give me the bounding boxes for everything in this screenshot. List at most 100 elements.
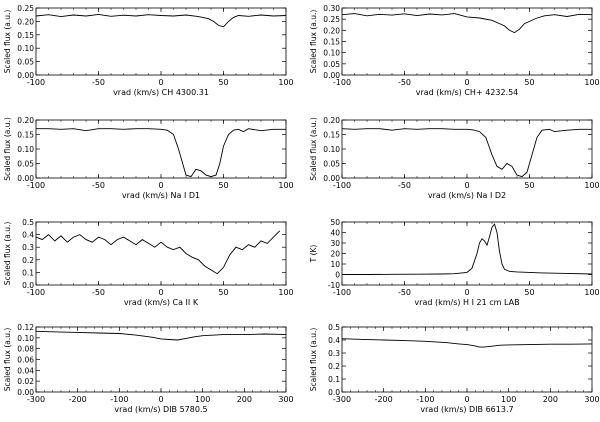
x-tick-label: 0 (464, 181, 469, 190)
x-tick-label: 100 (278, 181, 293, 190)
y-tick-label: 0.30 (323, 4, 340, 13)
y-tick-label: 0.05 (323, 160, 340, 169)
y-tick-label: 0.10 (323, 145, 340, 154)
x-tick-label: 300 (278, 395, 293, 404)
plot-frame (341, 326, 593, 393)
spectrum-line (341, 128, 592, 178)
y-axis-label: Scaled flux (a.u.) (3, 328, 12, 392)
y-tick-label: 0.3 (22, 243, 34, 252)
y-tick-label: 0.00 (17, 71, 34, 80)
y-tick-label: 0.00 (17, 174, 34, 183)
x-tick-label: 0 (464, 395, 469, 404)
y-tick-label: 10 (330, 260, 340, 269)
y-tick-label: 0.10 (323, 49, 340, 58)
x-axis-label: vrad (km/s) DIB 6613.7 (420, 405, 513, 414)
y-tick-label: 0.04 (17, 366, 34, 375)
x-tick-label: 0 (464, 288, 469, 297)
x-tick-label: 0 (158, 78, 163, 87)
panel-7: -300 -200 -100 0 100 200 300 0.00 0.02 0.040.06 0.… (3, 323, 294, 414)
x-tick-label: -200 (375, 395, 393, 404)
x-tick-label: -50 (92, 181, 105, 190)
y-tick-label: 0.4 (328, 336, 340, 345)
spectrum-line (342, 223, 593, 275)
x-tick-label: 200 (543, 395, 558, 404)
y-tick-label: 0.08 (17, 345, 34, 354)
y-tick-label: 0.20 (17, 116, 34, 125)
spectrum-line (35, 230, 281, 275)
x-tick-label: -100 (333, 288, 351, 297)
spectrum-line (341, 13, 593, 34)
y-tick-label: 0.5 (328, 323, 340, 332)
x-tick-label: -50 (398, 288, 411, 297)
y-tick-label: 0.25 (17, 4, 34, 13)
y-tick-label: -10 (328, 281, 340, 290)
y-tick-label: 0.10 (17, 145, 34, 154)
y-axis-label: Scaled flux (a.u.) (3, 222, 12, 286)
x-tick-label: -100 (27, 181, 45, 190)
x-tick-label: 0 (464, 78, 469, 87)
y-tick-label: 0.25 (323, 15, 340, 24)
x-tick-label: 0 (158, 288, 163, 297)
x-tick-label: 50 (218, 78, 228, 87)
y-tick-label: 0.15 (323, 131, 340, 140)
x-tick-label: -100 (27, 288, 45, 297)
y-tick-label: 0.05 (17, 160, 34, 169)
y-axis-label: Scaled flux (a.u.) (3, 117, 12, 181)
x-tick-label: 100 (278, 288, 293, 297)
y-tick-label: 0.00 (17, 388, 34, 397)
x-tick-label: 0 (158, 395, 163, 404)
y-tick-label: 50 (330, 218, 340, 227)
x-axis-label: vrad (km/s) DIB 5780.5 (114, 405, 207, 414)
y-tick-label: 0.2 (328, 362, 340, 371)
y-tick-label: 0.1 (22, 268, 34, 277)
plot-frame (341, 7, 593, 76)
x-tick-label: -50 (92, 288, 105, 297)
y-tick-label: 0.15 (17, 131, 34, 140)
x-tick-label: 50 (218, 181, 228, 190)
y-tick-label: 0.02 (17, 377, 34, 386)
y-tick-label: 40 (330, 229, 340, 238)
y-tick-label: 0.3 (328, 349, 340, 358)
x-tick-label: 100 (195, 395, 210, 404)
x-tick-label: 50 (218, 288, 228, 297)
panel-8: -300 -200 -100 0 100 200 300 0.0 0.1 0.2 0.3 0.4 0.5… (309, 323, 600, 414)
x-axis-label: vrad (km/s) Na I D1 (122, 191, 200, 200)
plot-frame (35, 221, 287, 286)
spectrum-line (35, 330, 287, 341)
x-tick-label: -100 (110, 395, 128, 404)
plot-frame (341, 221, 593, 286)
y-tick-label: 0 (335, 271, 340, 280)
x-tick-label: 300 (584, 395, 599, 404)
y-tick-label: 0.05 (17, 58, 34, 67)
x-tick-label: 50 (524, 78, 534, 87)
y-tick-label: 0.05 (323, 60, 340, 69)
spectrum-line (341, 338, 593, 348)
plot-frame (35, 326, 287, 393)
x-axis-label: vrad (km/s) H I 21 cm LAB (414, 298, 519, 307)
y-tick-label: 0.20 (17, 17, 34, 26)
x-tick-label: 100 (501, 395, 516, 404)
y-tick-label: 0.4 (22, 231, 34, 240)
x-tick-label: -300 (333, 395, 351, 404)
x-tick-label: 0 (158, 181, 163, 190)
x-tick-label: 100 (584, 288, 599, 297)
x-tick-label: 50 (524, 288, 534, 297)
panel-1: -100 -50 0 50 100 0.00 0.05 0.10 0.15 0.20 0.25 vra… (3, 4, 294, 97)
y-tick-label: 0.2 (22, 256, 34, 265)
x-tick-label: -100 (333, 78, 351, 87)
y-tick-label: 0.0 (22, 281, 34, 290)
x-tick-label: 50 (524, 181, 534, 190)
y-tick-label: 0.20 (323, 26, 340, 35)
y-axis-label: Scaled flux (a.u.) (3, 10, 12, 74)
panel-3: -100 -50 0 50 100 0.00 0.05 0.10 0.15 0.20 vrad (k… (3, 116, 294, 200)
y-tick-label: 0.15 (323, 38, 340, 47)
y-tick-label: 0.20 (323, 116, 340, 125)
spectrum-line (35, 13, 287, 28)
y-tick-label: 0.10 (17, 334, 34, 343)
x-tick-label: -300 (27, 395, 45, 404)
x-axis-label: vrad (km/s) CH 4300.31 (113, 88, 209, 97)
y-axis-label: Scaled flux (a.u.) (309, 117, 318, 181)
x-tick-label: -100 (27, 78, 45, 87)
x-tick-label: -200 (69, 395, 87, 404)
